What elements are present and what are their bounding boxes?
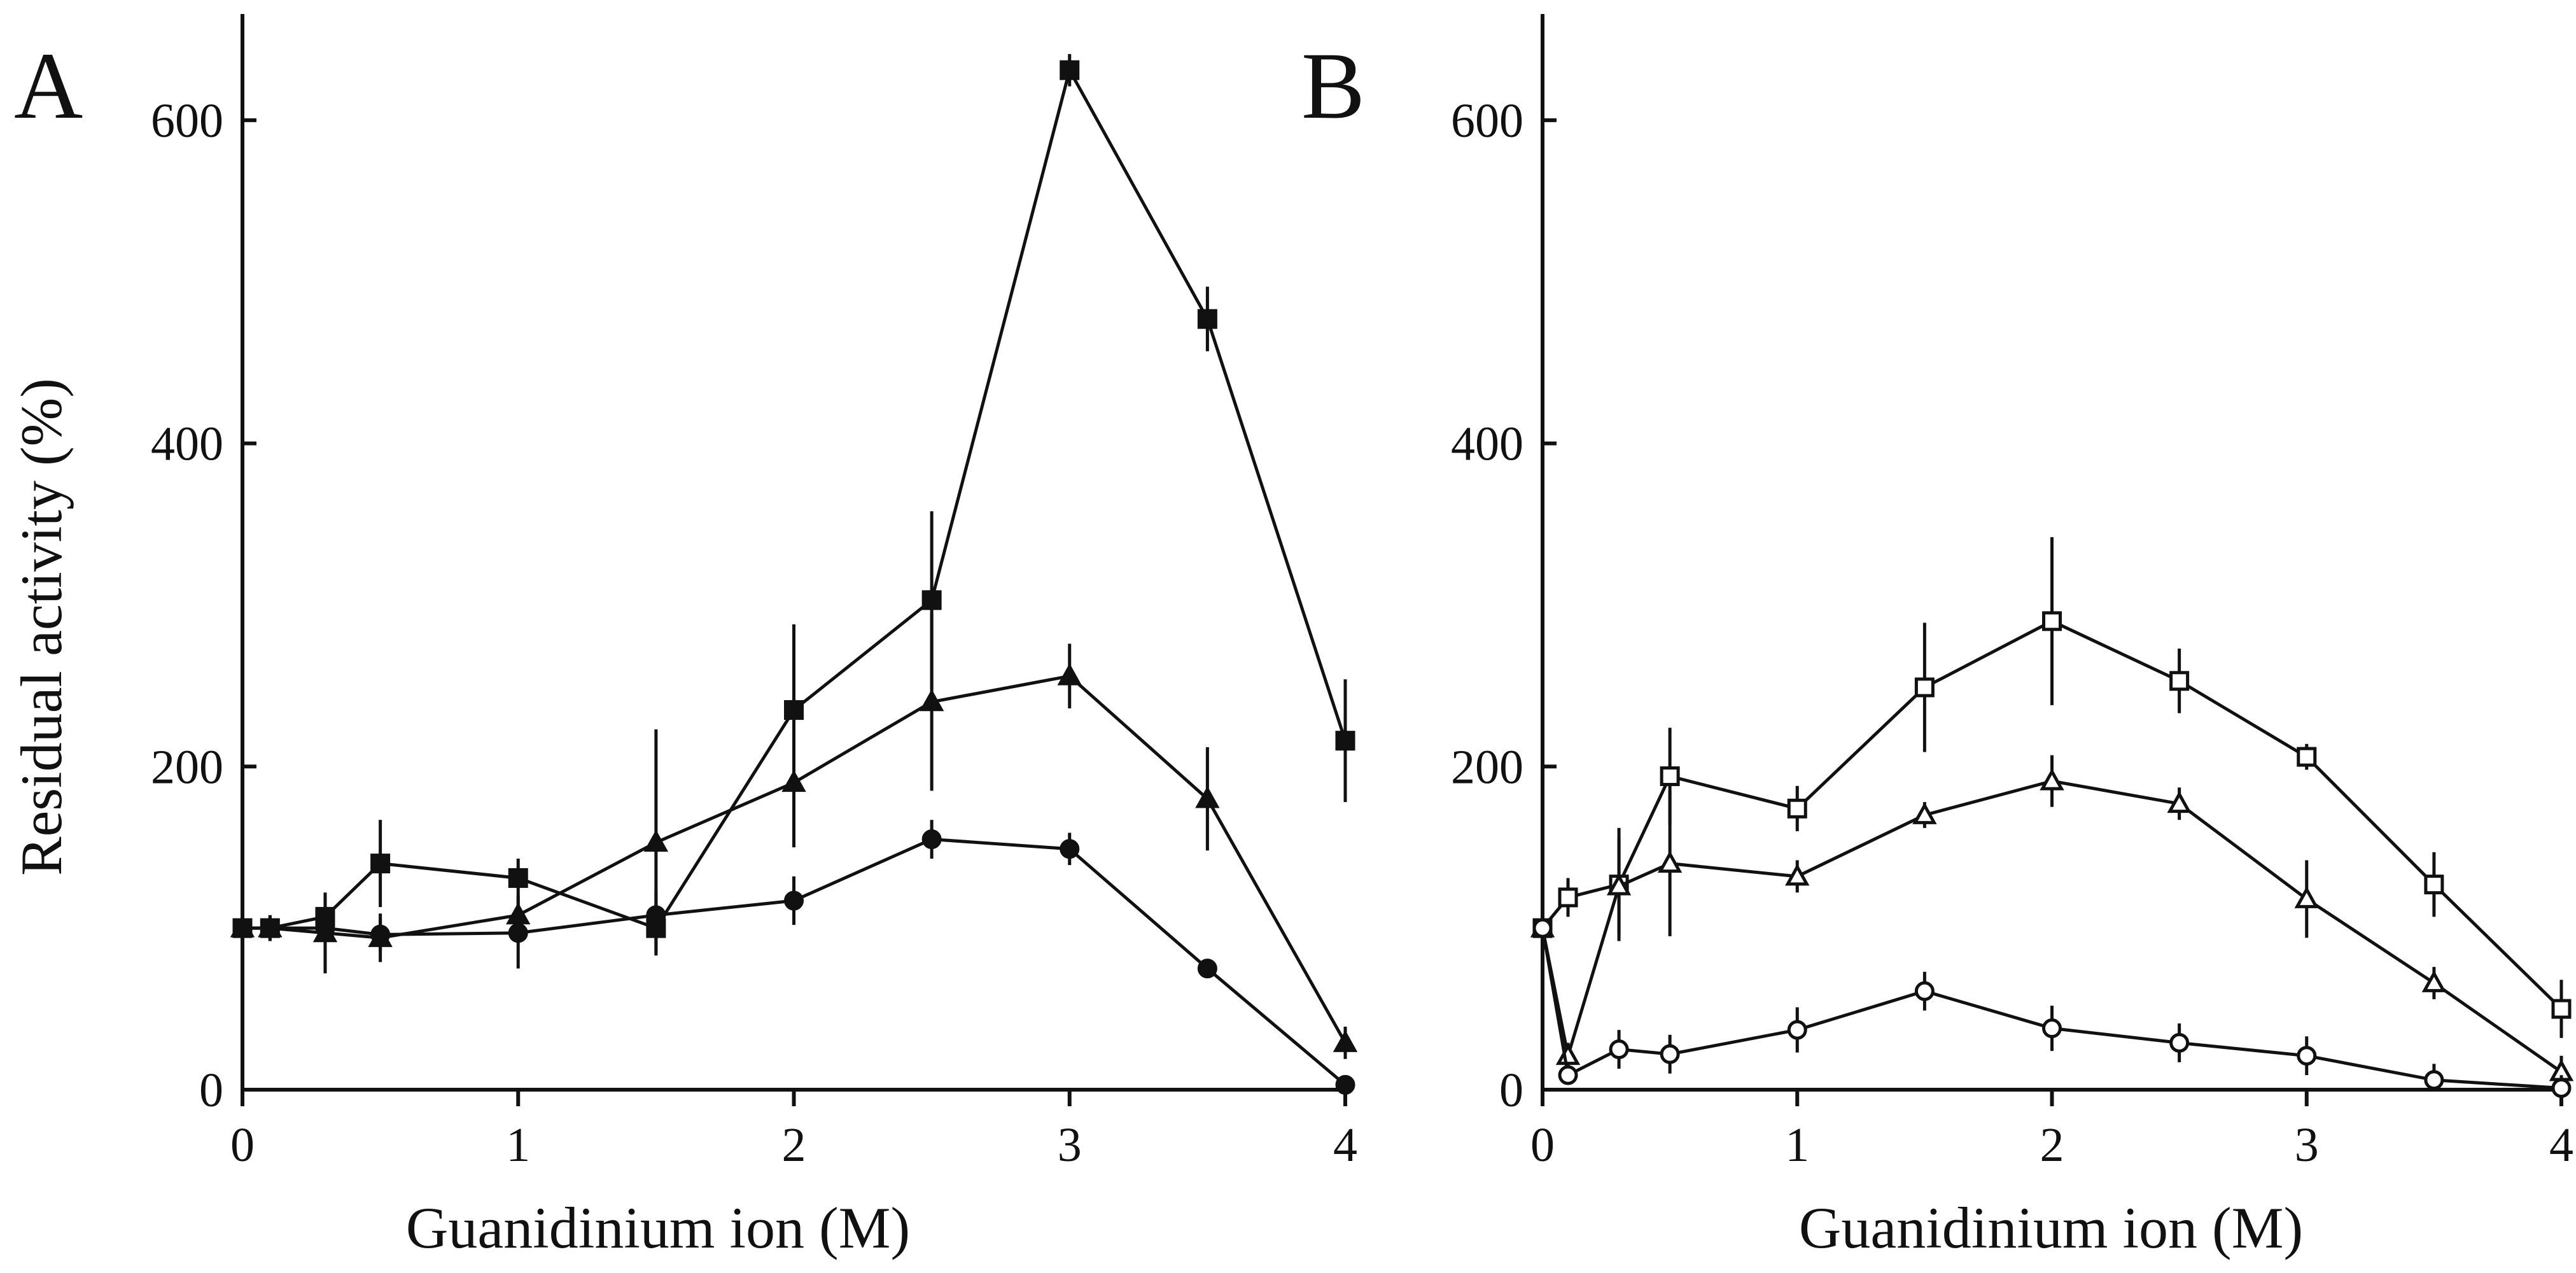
panel-b-point-open-square <box>1660 766 1680 787</box>
panel-a-point-filled-triangle <box>1195 785 1220 808</box>
panel-b-point-open-square <box>2424 875 2444 895</box>
panel-b-point-open-square <box>1558 887 1578 908</box>
panel-b-point-open-square <box>2551 999 2572 1019</box>
panel-a-point-filled-circle <box>1060 839 1080 859</box>
panel-a-point-filled-square <box>921 590 942 610</box>
panel-a-point-filled-circle <box>232 918 253 938</box>
panel-a-x-tick-label: 3 <box>1058 1118 1082 1172</box>
panel-b-point-open-triangle <box>2294 886 2319 908</box>
panel-b-point-open-triangle <box>1785 863 1810 886</box>
panel-a-point-filled-triangle <box>643 829 669 852</box>
panel-b-point-open-triangle <box>2040 768 2064 791</box>
panel-b-point-open-triangle <box>1912 802 1937 824</box>
panel-a-series-line-filled-circle <box>242 838 1347 1087</box>
panel-a-point-filled-triangle <box>1057 663 1082 686</box>
panel-a-x-tick-label: 1 <box>506 1118 530 1172</box>
panel-a-point-filled-triangle <box>919 689 944 712</box>
panel-b-point-open-circle <box>2169 1032 2190 1053</box>
panel-b-axes: 0 200 400 600 0 1 2 3 4 <box>1451 14 2573 1172</box>
panel-a-plot-area <box>230 53 1358 1095</box>
panel-b-point-open-circle <box>1787 1020 1807 1040</box>
panel-a-letter: A <box>14 33 83 139</box>
panel-b-x-tick-label: 1 <box>1785 1118 1809 1172</box>
panel-b-x-tick-label: 0 <box>1530 1118 1555 1172</box>
panel-a-axes: 0 200 400 600 0 1 2 3 4 <box>151 14 1357 1172</box>
panel-b-x-tick-label: 4 <box>2549 1118 2573 1172</box>
panel-a-point-filled-circle <box>921 829 942 850</box>
panel-a-point-filled-square <box>1197 309 1217 329</box>
panel-b: B Guanidinium ion (M) 0 200 400 600 0 1 2 3 4 <box>1301 14 2574 1260</box>
panel-b-point-open-circle <box>1558 1065 1578 1085</box>
panel-b-point-open-circle <box>1532 918 1553 938</box>
panel-a-point-filled-square <box>1335 731 1355 751</box>
panel-b-x-axis-label: Guanidinium ion (M) <box>1799 1195 2303 1260</box>
panel-b-y-tick-label: 600 <box>1451 94 1523 148</box>
panel-a-x-tick-label: 4 <box>1333 1118 1357 1172</box>
panel-a-point-filled-circle <box>260 918 280 938</box>
panel-b-y-tick-label: 0 <box>1499 1064 1523 1117</box>
panel-b-letter: B <box>1301 33 1365 139</box>
panel-a-point-filled-circle <box>508 923 528 943</box>
panel-a-y-axis-label: Residual activity (%) <box>9 378 74 876</box>
panel-a-point-filled-circle <box>784 890 804 911</box>
panel-b-point-open-circle <box>1609 1039 1629 1060</box>
panel-a-point-filled-square <box>1060 60 1080 80</box>
panel-b-point-open-square <box>2169 671 2190 691</box>
panel-b-point-open-triangle <box>2421 970 2447 992</box>
panel-a-point-filled-triangle <box>1333 1030 1358 1052</box>
panel-b-point-open-circle <box>2042 1018 2062 1039</box>
panel-b-point-open-circle <box>2551 1078 2572 1098</box>
panel-a-x-tick-label: 2 <box>782 1118 806 1172</box>
panel-a-point-filled-circle <box>1335 1074 1355 1095</box>
panel-b-point-open-circle <box>2424 1070 2444 1090</box>
panel-a-point-filled-circle <box>370 924 391 945</box>
panel-a-point-filled-square <box>784 700 804 720</box>
panel-a: A Residual activity (%) Guanidinium ion … <box>9 14 1358 1260</box>
panel-b-point-open-square <box>2042 611 2062 631</box>
panel-b-point-open-circle <box>1914 981 1935 1001</box>
panel-b-point-open-square <box>1787 798 1807 819</box>
panel-b-point-open-triangle <box>1657 850 1683 873</box>
panel-a-point-filled-circle <box>315 918 335 938</box>
panel-b-x-tick-label: 2 <box>2040 1118 2064 1172</box>
panel-a-point-filled-triangle <box>781 770 806 792</box>
panel-b-point-open-circle <box>2297 1046 2317 1066</box>
panel-b-point-open-circle <box>1660 1044 1680 1064</box>
panel-b-plot-area <box>1530 537 2574 1098</box>
panel-a-point-filled-circle <box>1197 959 1217 979</box>
panel-b-point-open-triangle <box>2167 791 2192 813</box>
panel-a-x-tick-label: 0 <box>230 1118 255 1172</box>
panel-a-point-filled-square <box>370 854 391 874</box>
panel-b-point-open-square <box>2297 747 2317 767</box>
panel-a-point-filled-circle <box>646 905 666 925</box>
panel-a-point-filled-square <box>508 868 528 888</box>
panel-b-y-tick-label: 200 <box>1451 740 1523 794</box>
panel-a-y-tick-label: 400 <box>151 418 223 471</box>
panel-b-x-tick-label: 3 <box>2295 1118 2319 1172</box>
panel-a-y-tick-label: 0 <box>199 1064 223 1117</box>
panel-a-x-axis-label: Guanidinium ion (M) <box>406 1195 910 1260</box>
panel-b-point-open-square <box>1914 677 1935 698</box>
panel-b-point-open-triangle <box>1555 1043 1581 1066</box>
panel-a-y-tick-label: 200 <box>151 740 223 794</box>
panel-b-point-open-triangle <box>1606 873 1632 896</box>
panel-b-y-tick-label: 400 <box>1451 418 1523 471</box>
panel-a-y-tick-label: 600 <box>151 94 223 148</box>
